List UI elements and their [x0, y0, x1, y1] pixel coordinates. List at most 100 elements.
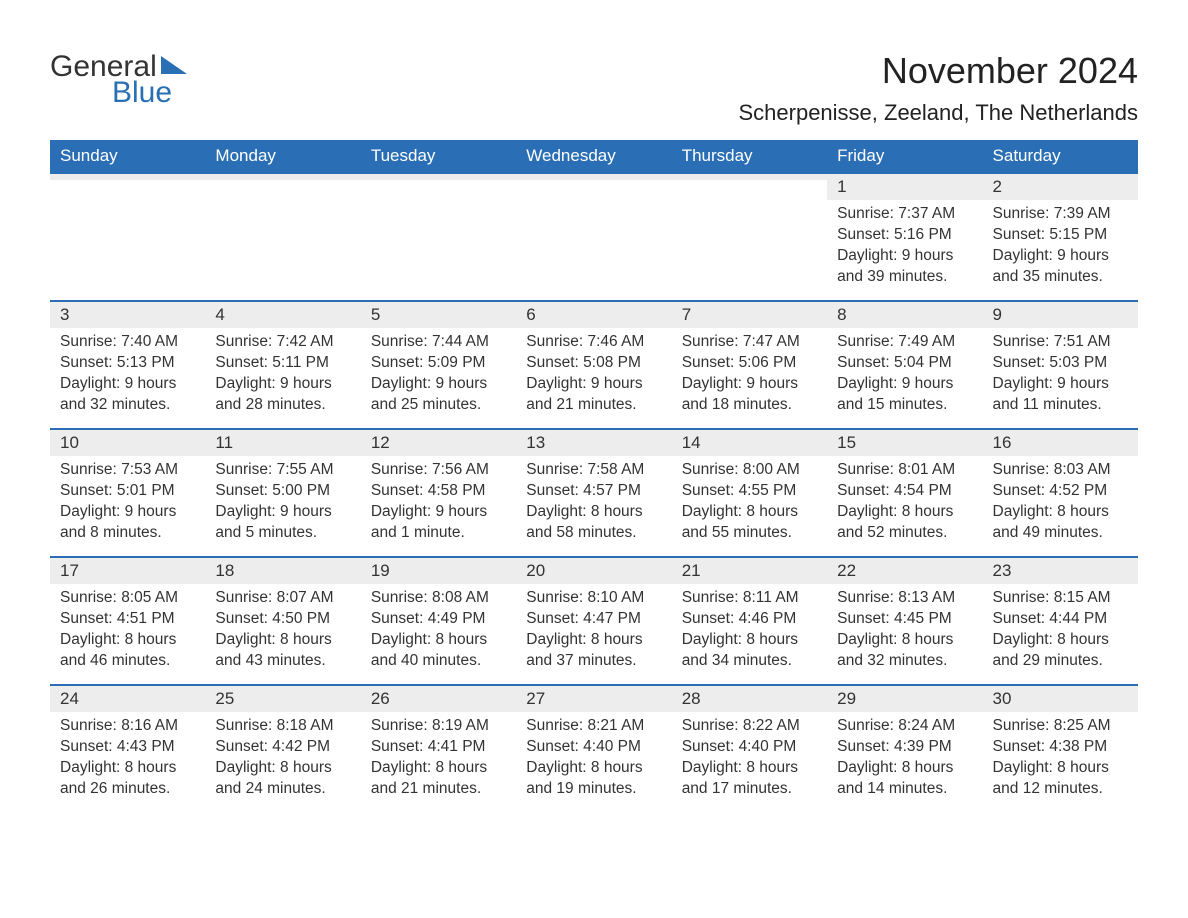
sunrise-line: Sunrise: 7:46 AM — [526, 332, 661, 353]
sunrise-label: Sunrise: — [837, 333, 894, 350]
calendar-day-cell — [516, 172, 671, 300]
day-number-row: 15 — [827, 428, 982, 456]
calendar-day-cell: 28Sunrise: 8:22 AMSunset: 4:40 PMDayligh… — [672, 684, 827, 812]
calendar-day-cell: 3Sunrise: 7:40 AMSunset: 5:13 PMDaylight… — [50, 300, 205, 428]
daylight-label: Daylight: — [682, 759, 742, 776]
daylight-label: Daylight: — [993, 759, 1053, 776]
day-content: Sunrise: 8:11 AMSunset: 4:46 PMDaylight:… — [672, 584, 827, 684]
sunset-value: 4:57 PM — [583, 482, 641, 499]
day-content: Sunrise: 7:55 AMSunset: 5:00 PMDaylight:… — [205, 456, 360, 556]
day-number: 7 — [672, 302, 827, 328]
daylight-line: Daylight: 9 hours and 39 minutes. — [837, 246, 972, 288]
daylight-label: Daylight: — [526, 375, 586, 392]
calendar-day-cell: 24Sunrise: 8:16 AMSunset: 4:43 PMDayligh… — [50, 684, 205, 812]
day-content: Sunrise: 7:44 AMSunset: 5:09 PMDaylight:… — [361, 328, 516, 428]
sunset-value: 4:42 PM — [272, 738, 330, 755]
day-content: Sunrise: 8:01 AMSunset: 4:54 PMDaylight:… — [827, 456, 982, 556]
sunrise-line: Sunrise: 8:15 AM — [993, 588, 1128, 609]
sunset-value: 5:00 PM — [272, 482, 330, 499]
sunrise-label: Sunrise: — [682, 333, 739, 350]
logo-text-blue: Blue — [112, 76, 172, 110]
sunset-label: Sunset: — [993, 738, 1046, 755]
day-content: Sunrise: 7:37 AMSunset: 5:16 PMDaylight:… — [827, 200, 982, 300]
sunrise-value: 7:44 AM — [432, 333, 489, 350]
sunrise-label: Sunrise: — [215, 589, 272, 606]
sunrise-label: Sunrise: — [60, 333, 117, 350]
day-content: Sunrise: 7:58 AMSunset: 4:57 PMDaylight:… — [516, 456, 671, 556]
day-content: Sunrise: 7:49 AMSunset: 5:04 PMDaylight:… — [827, 328, 982, 428]
sunset-value: 4:54 PM — [894, 482, 952, 499]
day-content: Sunrise: 8:19 AMSunset: 4:41 PMDaylight:… — [361, 712, 516, 812]
daylight-line: Daylight: 8 hours and 40 minutes. — [371, 630, 506, 672]
day-number: 9 — [983, 302, 1138, 328]
sunrise-label: Sunrise: — [526, 333, 583, 350]
calendar-week: 1Sunrise: 7:37 AMSunset: 5:16 PMDaylight… — [50, 172, 1138, 300]
sunrise-value: 7:39 AM — [1054, 205, 1111, 222]
calendar-day-cell: 22Sunrise: 8:13 AMSunset: 4:45 PMDayligh… — [827, 556, 982, 684]
daylight-line: Daylight: 8 hours and 12 minutes. — [993, 758, 1128, 800]
sunset-label: Sunset: — [371, 738, 424, 755]
sunset-label: Sunset: — [371, 354, 424, 371]
sunset-line: Sunset: 4:49 PM — [371, 609, 506, 630]
sunset-line: Sunset: 4:46 PM — [682, 609, 817, 630]
sunset-value: 4:45 PM — [894, 610, 952, 627]
sunrise-line: Sunrise: 7:37 AM — [837, 204, 972, 225]
sunset-label: Sunset: — [215, 738, 268, 755]
calendar-day-cell: 26Sunrise: 8:19 AMSunset: 4:41 PMDayligh… — [361, 684, 516, 812]
calendar-day-cell: 14Sunrise: 8:00 AMSunset: 4:55 PMDayligh… — [672, 428, 827, 556]
calendar-day-cell: 30Sunrise: 8:25 AMSunset: 4:38 PMDayligh… — [983, 684, 1138, 812]
day-number-row: 12 — [361, 428, 516, 456]
day-number: 15 — [827, 430, 982, 456]
day-content: Sunrise: 8:00 AMSunset: 4:55 PMDaylight:… — [672, 456, 827, 556]
sunset-label: Sunset: — [993, 226, 1046, 243]
calendar-day-cell: 12Sunrise: 7:56 AMSunset: 4:58 PMDayligh… — [361, 428, 516, 556]
day-number: 24 — [50, 686, 205, 712]
calendar-table: SundayMondayTuesdayWednesdayThursdayFrid… — [50, 140, 1138, 812]
day-content: Sunrise: 8:16 AMSunset: 4:43 PMDaylight:… — [50, 712, 205, 812]
calendar-day-cell: 10Sunrise: 7:53 AMSunset: 5:01 PMDayligh… — [50, 428, 205, 556]
daylight-line: Daylight: 8 hours and 17 minutes. — [682, 758, 817, 800]
sunset-line: Sunset: 5:06 PM — [682, 353, 817, 374]
day-number: 11 — [205, 430, 360, 456]
sunset-line: Sunset: 5:04 PM — [837, 353, 972, 374]
sunrise-label: Sunrise: — [837, 461, 894, 478]
sunset-value: 5:09 PM — [428, 354, 486, 371]
sunrise-value: 7:51 AM — [1054, 333, 1111, 350]
daylight-line: Daylight: 8 hours and 46 minutes. — [60, 630, 195, 672]
location: Scherpenisse, Zeeland, The Netherlands — [738, 100, 1138, 126]
sunrise-line: Sunrise: 7:55 AM — [215, 460, 350, 481]
daylight-label: Daylight: — [837, 759, 897, 776]
daylight-label: Daylight: — [215, 503, 275, 520]
sunrise-label: Sunrise: — [993, 589, 1050, 606]
day-number-row — [672, 172, 827, 180]
sunset-label: Sunset: — [837, 354, 890, 371]
sunrise-label: Sunrise: — [837, 717, 894, 734]
sunrise-label: Sunrise: — [60, 589, 117, 606]
daylight-line: Daylight: 9 hours and 35 minutes. — [993, 246, 1128, 288]
sunset-line: Sunset: 4:43 PM — [60, 737, 195, 758]
day-number: 1 — [827, 174, 982, 200]
daylight-line: Daylight: 8 hours and 19 minutes. — [526, 758, 661, 800]
day-number-row: 5 — [361, 300, 516, 328]
day-number: 30 — [983, 686, 1138, 712]
logo: General Blue — [50, 50, 187, 110]
day-number-row: 11 — [205, 428, 360, 456]
day-number-row: 8 — [827, 300, 982, 328]
sunrise-line: Sunrise: 7:56 AM — [371, 460, 506, 481]
sunset-line: Sunset: 5:09 PM — [371, 353, 506, 374]
sunset-value: 5:01 PM — [117, 482, 175, 499]
calendar-day-cell: 29Sunrise: 8:24 AMSunset: 4:39 PMDayligh… — [827, 684, 982, 812]
sunrise-label: Sunrise: — [60, 717, 117, 734]
calendar-day-cell: 16Sunrise: 8:03 AMSunset: 4:52 PMDayligh… — [983, 428, 1138, 556]
sunrise-label: Sunrise: — [371, 717, 428, 734]
calendar-week: 10Sunrise: 7:53 AMSunset: 5:01 PMDayligh… — [50, 428, 1138, 556]
sunset-value: 5:15 PM — [1049, 226, 1107, 243]
sunrise-label: Sunrise: — [60, 461, 117, 478]
day-number-row: 20 — [516, 556, 671, 584]
daylight-line: Daylight: 9 hours and 11 minutes. — [993, 374, 1128, 416]
day-content: Sunrise: 7:40 AMSunset: 5:13 PMDaylight:… — [50, 328, 205, 428]
day-number-row: 23 — [983, 556, 1138, 584]
sunrise-line: Sunrise: 8:13 AM — [837, 588, 972, 609]
day-number: 16 — [983, 430, 1138, 456]
daylight-label: Daylight: — [993, 631, 1053, 648]
